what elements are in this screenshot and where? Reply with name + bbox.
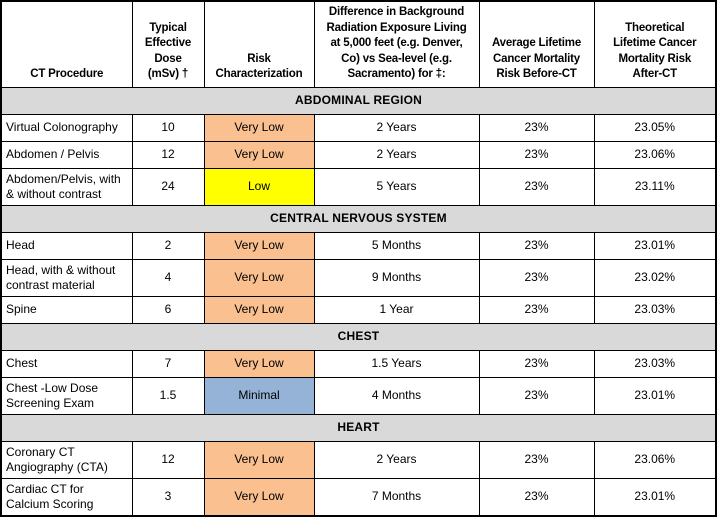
time-diff-cell: 9 Months: [313, 258, 480, 297]
col-header-background-diff: Difference in Background Radiation Expos…: [313, 0, 480, 88]
procedure-cell: Cardiac CT for Calcium Scoring: [0, 477, 133, 517]
risk-after-cell: 23.03%: [593, 349, 717, 378]
procedure-cell: Head: [0, 231, 133, 260]
procedure-cell: Spine: [0, 295, 133, 324]
risk-cell: Very Low: [203, 295, 315, 324]
risk-before-cell: 23%: [478, 140, 595, 169]
dose-cell: 24: [131, 167, 205, 206]
dose-cell: 12: [131, 440, 205, 479]
risk-before-cell: 23%: [478, 440, 595, 479]
procedure-cell: Chest: [0, 349, 133, 378]
risk-before-cell: 23%: [478, 376, 595, 415]
time-diff-cell: 5 Months: [313, 231, 480, 260]
risk-cell: Very Low: [203, 140, 315, 169]
table-row: Chest 7 Very Low 1.5 Years 23% 23.03%: [0, 349, 717, 378]
dose-cell: 10: [131, 113, 205, 142]
risk-before-cell: 23%: [478, 258, 595, 297]
table-body: ABDOMINAL REGION Virtual Colonography 10 Ve…: [0, 86, 717, 517]
section-header: CHEST: [0, 322, 717, 351]
table-row: Head, with & without contrast material 4 V…: [0, 258, 717, 297]
col-header-procedure: CT Procedure: [0, 0, 133, 88]
risk-after-cell: 23.03%: [593, 295, 717, 324]
risk-cell: Low: [203, 167, 315, 206]
procedure-cell: Virtual Colonography: [0, 113, 133, 142]
table-row: Abdomen/Pelvis, with & without contrast 2…: [0, 167, 717, 206]
col-header-risk-before: Average Lifetime Cancer Mortality Risk B…: [478, 0, 595, 88]
time-diff-cell: 2 Years: [313, 140, 480, 169]
time-diff-cell: 4 Months: [313, 376, 480, 415]
risk-after-cell: 23.02%: [593, 258, 717, 297]
dose-cell: 12: [131, 140, 205, 169]
time-diff-cell: 1.5 Years: [313, 349, 480, 378]
col-header-risk-after: Theoretical Lifetime Cancer Mortality Ri…: [593, 0, 717, 88]
col-header-risk: Risk Characterization: [203, 0, 315, 88]
procedure-cell: Coronary CT Angiography (CTA): [0, 440, 133, 479]
time-diff-cell: 7 Months: [313, 477, 480, 517]
section-row: ABDOMINAL REGION: [0, 86, 717, 115]
procedure-cell: Chest -Low Dose Screening Exam: [0, 376, 133, 415]
col-header-dose: Typical Effective Dose (mSv) †: [131, 0, 205, 88]
risk-before-cell: 23%: [478, 295, 595, 324]
risk-after-cell: 23.11%: [593, 167, 717, 206]
table-row: Chest -Low Dose Screening Exam 1.5 Minimal…: [0, 376, 717, 415]
dose-cell: 1.5: [131, 376, 205, 415]
section-header: ABDOMINAL REGION: [0, 86, 717, 115]
table-row: Virtual Colonography 10 Very Low 2 Years 23%…: [0, 113, 717, 142]
table-row: Coronary CT Angiography (CTA) 12 Very Low 2…: [0, 440, 717, 479]
table-row: Cardiac CT for Calcium Scoring 3 Very Low 7…: [0, 477, 717, 517]
time-diff-cell: 2 Years: [313, 113, 480, 142]
dose-cell: 6: [131, 295, 205, 324]
section-row: HEART: [0, 413, 717, 442]
risk-before-cell: 23%: [478, 167, 595, 206]
time-diff-cell: 1 Year: [313, 295, 480, 324]
table-row: Abdomen / Pelvis 12 Very Low 2 Years 23% 23.0…: [0, 140, 717, 169]
risk-cell: Very Low: [203, 477, 315, 517]
risk-after-cell: 23.05%: [593, 113, 717, 142]
risk-before-cell: 23%: [478, 477, 595, 517]
risk-cell: Very Low: [203, 113, 315, 142]
risk-before-cell: 23%: [478, 113, 595, 142]
dose-cell: 7: [131, 349, 205, 378]
table-row: Spine 6 Very Low 1 Year 23% 23.03%: [0, 295, 717, 324]
risk-after-cell: 23.01%: [593, 477, 717, 517]
time-diff-cell: 2 Years: [313, 440, 480, 479]
risk-cell: Very Low: [203, 258, 315, 297]
dose-cell: 4: [131, 258, 205, 297]
section-row: CENTRAL NERVOUS SYSTEM: [0, 204, 717, 233]
risk-after-cell: 23.06%: [593, 140, 717, 169]
dose-cell: 3: [131, 477, 205, 517]
risk-cell: Very Low: [203, 349, 315, 378]
procedure-cell: Abdomen/Pelvis, with & without contrast: [0, 167, 133, 206]
time-diff-cell: 5 Years: [313, 167, 480, 206]
section-header: HEART: [0, 413, 717, 442]
table-row: Head 2 Very Low 5 Months 23% 23.01%: [0, 231, 717, 260]
risk-cell: Very Low: [203, 440, 315, 479]
risk-after-cell: 23.06%: [593, 440, 717, 479]
procedure-cell: Head, with & without contrast material: [0, 258, 133, 297]
section-header: CENTRAL NERVOUS SYSTEM: [0, 204, 717, 233]
risk-after-cell: 23.01%: [593, 376, 717, 415]
risk-before-cell: 23%: [478, 231, 595, 260]
section-row: CHEST: [0, 322, 717, 351]
header-row: CT Procedure Typical Effective Dose (mSv…: [0, 0, 717, 88]
risk-cell: Minimal: [203, 376, 315, 415]
risk-before-cell: 23%: [478, 349, 595, 378]
procedure-cell: Abdomen / Pelvis: [0, 140, 133, 169]
dose-cell: 2: [131, 231, 205, 260]
risk-after-cell: 23.01%: [593, 231, 717, 260]
risk-cell: Very Low: [203, 231, 315, 260]
